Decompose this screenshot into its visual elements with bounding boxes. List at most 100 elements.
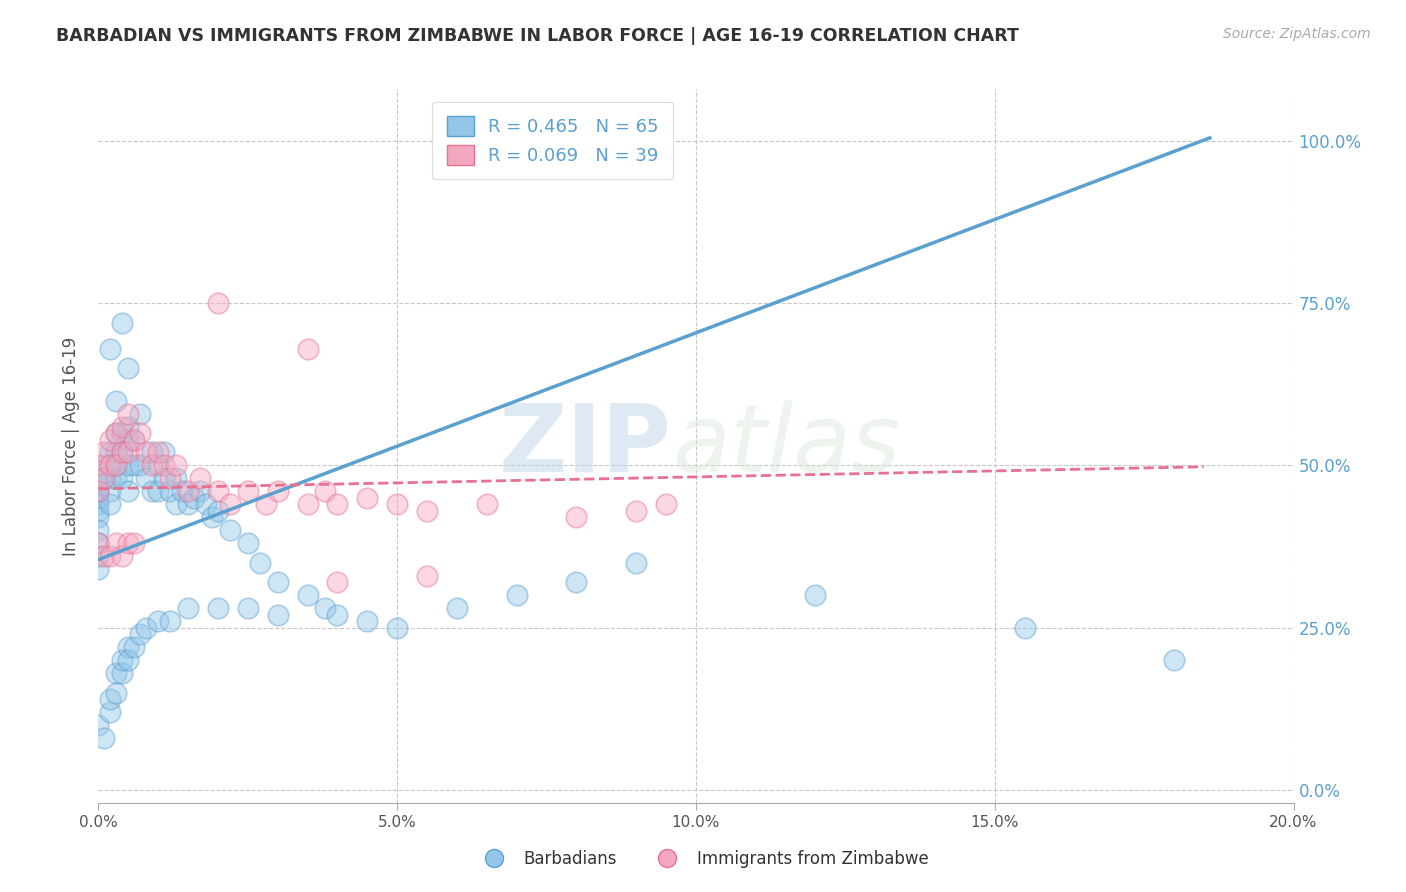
Point <box>105 445 128 459</box>
Point <box>236 601 259 615</box>
Point <box>148 484 170 499</box>
Point <box>129 425 152 440</box>
Point <box>111 445 134 459</box>
Point <box>148 445 170 459</box>
Point <box>207 296 229 310</box>
Point <box>98 445 122 459</box>
Point <box>87 497 110 511</box>
Point <box>93 471 115 485</box>
Point <box>129 458 152 473</box>
Point <box>1163 653 1185 667</box>
Point <box>236 536 259 550</box>
Point <box>506 588 529 602</box>
Point <box>165 497 187 511</box>
Point <box>1014 621 1036 635</box>
Point <box>655 497 678 511</box>
Point <box>141 445 163 459</box>
Point <box>124 433 146 447</box>
Point <box>87 484 110 499</box>
Point <box>153 445 176 459</box>
Point <box>297 588 319 602</box>
Point <box>105 471 128 485</box>
Text: Source: ZipAtlas.com: Source: ZipAtlas.com <box>1223 27 1371 41</box>
Point <box>159 614 181 628</box>
Point <box>129 407 152 421</box>
Point <box>135 471 157 485</box>
Point <box>159 471 181 485</box>
Point <box>804 588 827 602</box>
Point <box>105 536 128 550</box>
Point <box>446 601 468 615</box>
Point <box>117 653 139 667</box>
Point <box>98 433 122 447</box>
Point <box>98 458 122 473</box>
Point <box>177 497 200 511</box>
Text: ZIP: ZIP <box>499 400 672 492</box>
Point <box>326 575 349 590</box>
Point <box>105 425 128 440</box>
Point <box>153 471 176 485</box>
Point <box>87 484 110 499</box>
Point <box>356 614 378 628</box>
Point <box>236 484 259 499</box>
Point <box>326 607 349 622</box>
Point <box>93 458 115 473</box>
Point <box>254 497 277 511</box>
Point <box>98 549 122 564</box>
Point <box>98 342 122 356</box>
Point <box>165 471 187 485</box>
Point <box>124 536 146 550</box>
Point <box>87 562 110 576</box>
Point <box>98 471 122 485</box>
Point <box>315 601 337 615</box>
Point <box>188 471 211 485</box>
Point <box>105 393 128 408</box>
Legend: Barbadians, Immigrants from Zimbabwe: Barbadians, Immigrants from Zimbabwe <box>471 844 935 875</box>
Point <box>111 666 134 681</box>
Point <box>219 524 242 538</box>
Point <box>141 484 163 499</box>
Point <box>111 445 134 459</box>
Point <box>141 458 163 473</box>
Point <box>626 556 648 570</box>
Point <box>105 666 128 681</box>
Point <box>188 484 211 499</box>
Point <box>87 718 110 732</box>
Point <box>87 536 110 550</box>
Point <box>98 497 122 511</box>
Point <box>87 536 110 550</box>
Point <box>207 601 229 615</box>
Point <box>93 549 115 564</box>
Point <box>315 484 337 499</box>
Point <box>207 504 229 518</box>
Point <box>201 510 224 524</box>
Point <box>565 575 588 590</box>
Point <box>326 497 349 511</box>
Point <box>297 497 319 511</box>
Point <box>117 433 139 447</box>
Text: BARBADIAN VS IMMIGRANTS FROM ZIMBABWE IN LABOR FORCE | AGE 16-19 CORRELATION CHA: BARBADIAN VS IMMIGRANTS FROM ZIMBABWE IN… <box>56 27 1019 45</box>
Point <box>385 497 409 511</box>
Point <box>87 524 110 538</box>
Point <box>148 614 170 628</box>
Point <box>172 484 194 499</box>
Point <box>135 445 157 459</box>
Point <box>98 458 122 473</box>
Point <box>124 640 146 654</box>
Point <box>124 458 146 473</box>
Point <box>183 491 205 505</box>
Point <box>111 653 134 667</box>
Point <box>356 491 378 505</box>
Point <box>117 361 139 376</box>
Point <box>626 504 648 518</box>
Point <box>93 445 115 459</box>
Point <box>416 504 439 518</box>
Point <box>105 425 128 440</box>
Point <box>117 484 139 499</box>
Point <box>416 568 439 582</box>
Y-axis label: In Labor Force | Age 16-19: In Labor Force | Age 16-19 <box>62 336 80 556</box>
Point <box>87 458 110 473</box>
Point <box>105 685 128 699</box>
Point <box>565 510 588 524</box>
Point <box>117 407 139 421</box>
